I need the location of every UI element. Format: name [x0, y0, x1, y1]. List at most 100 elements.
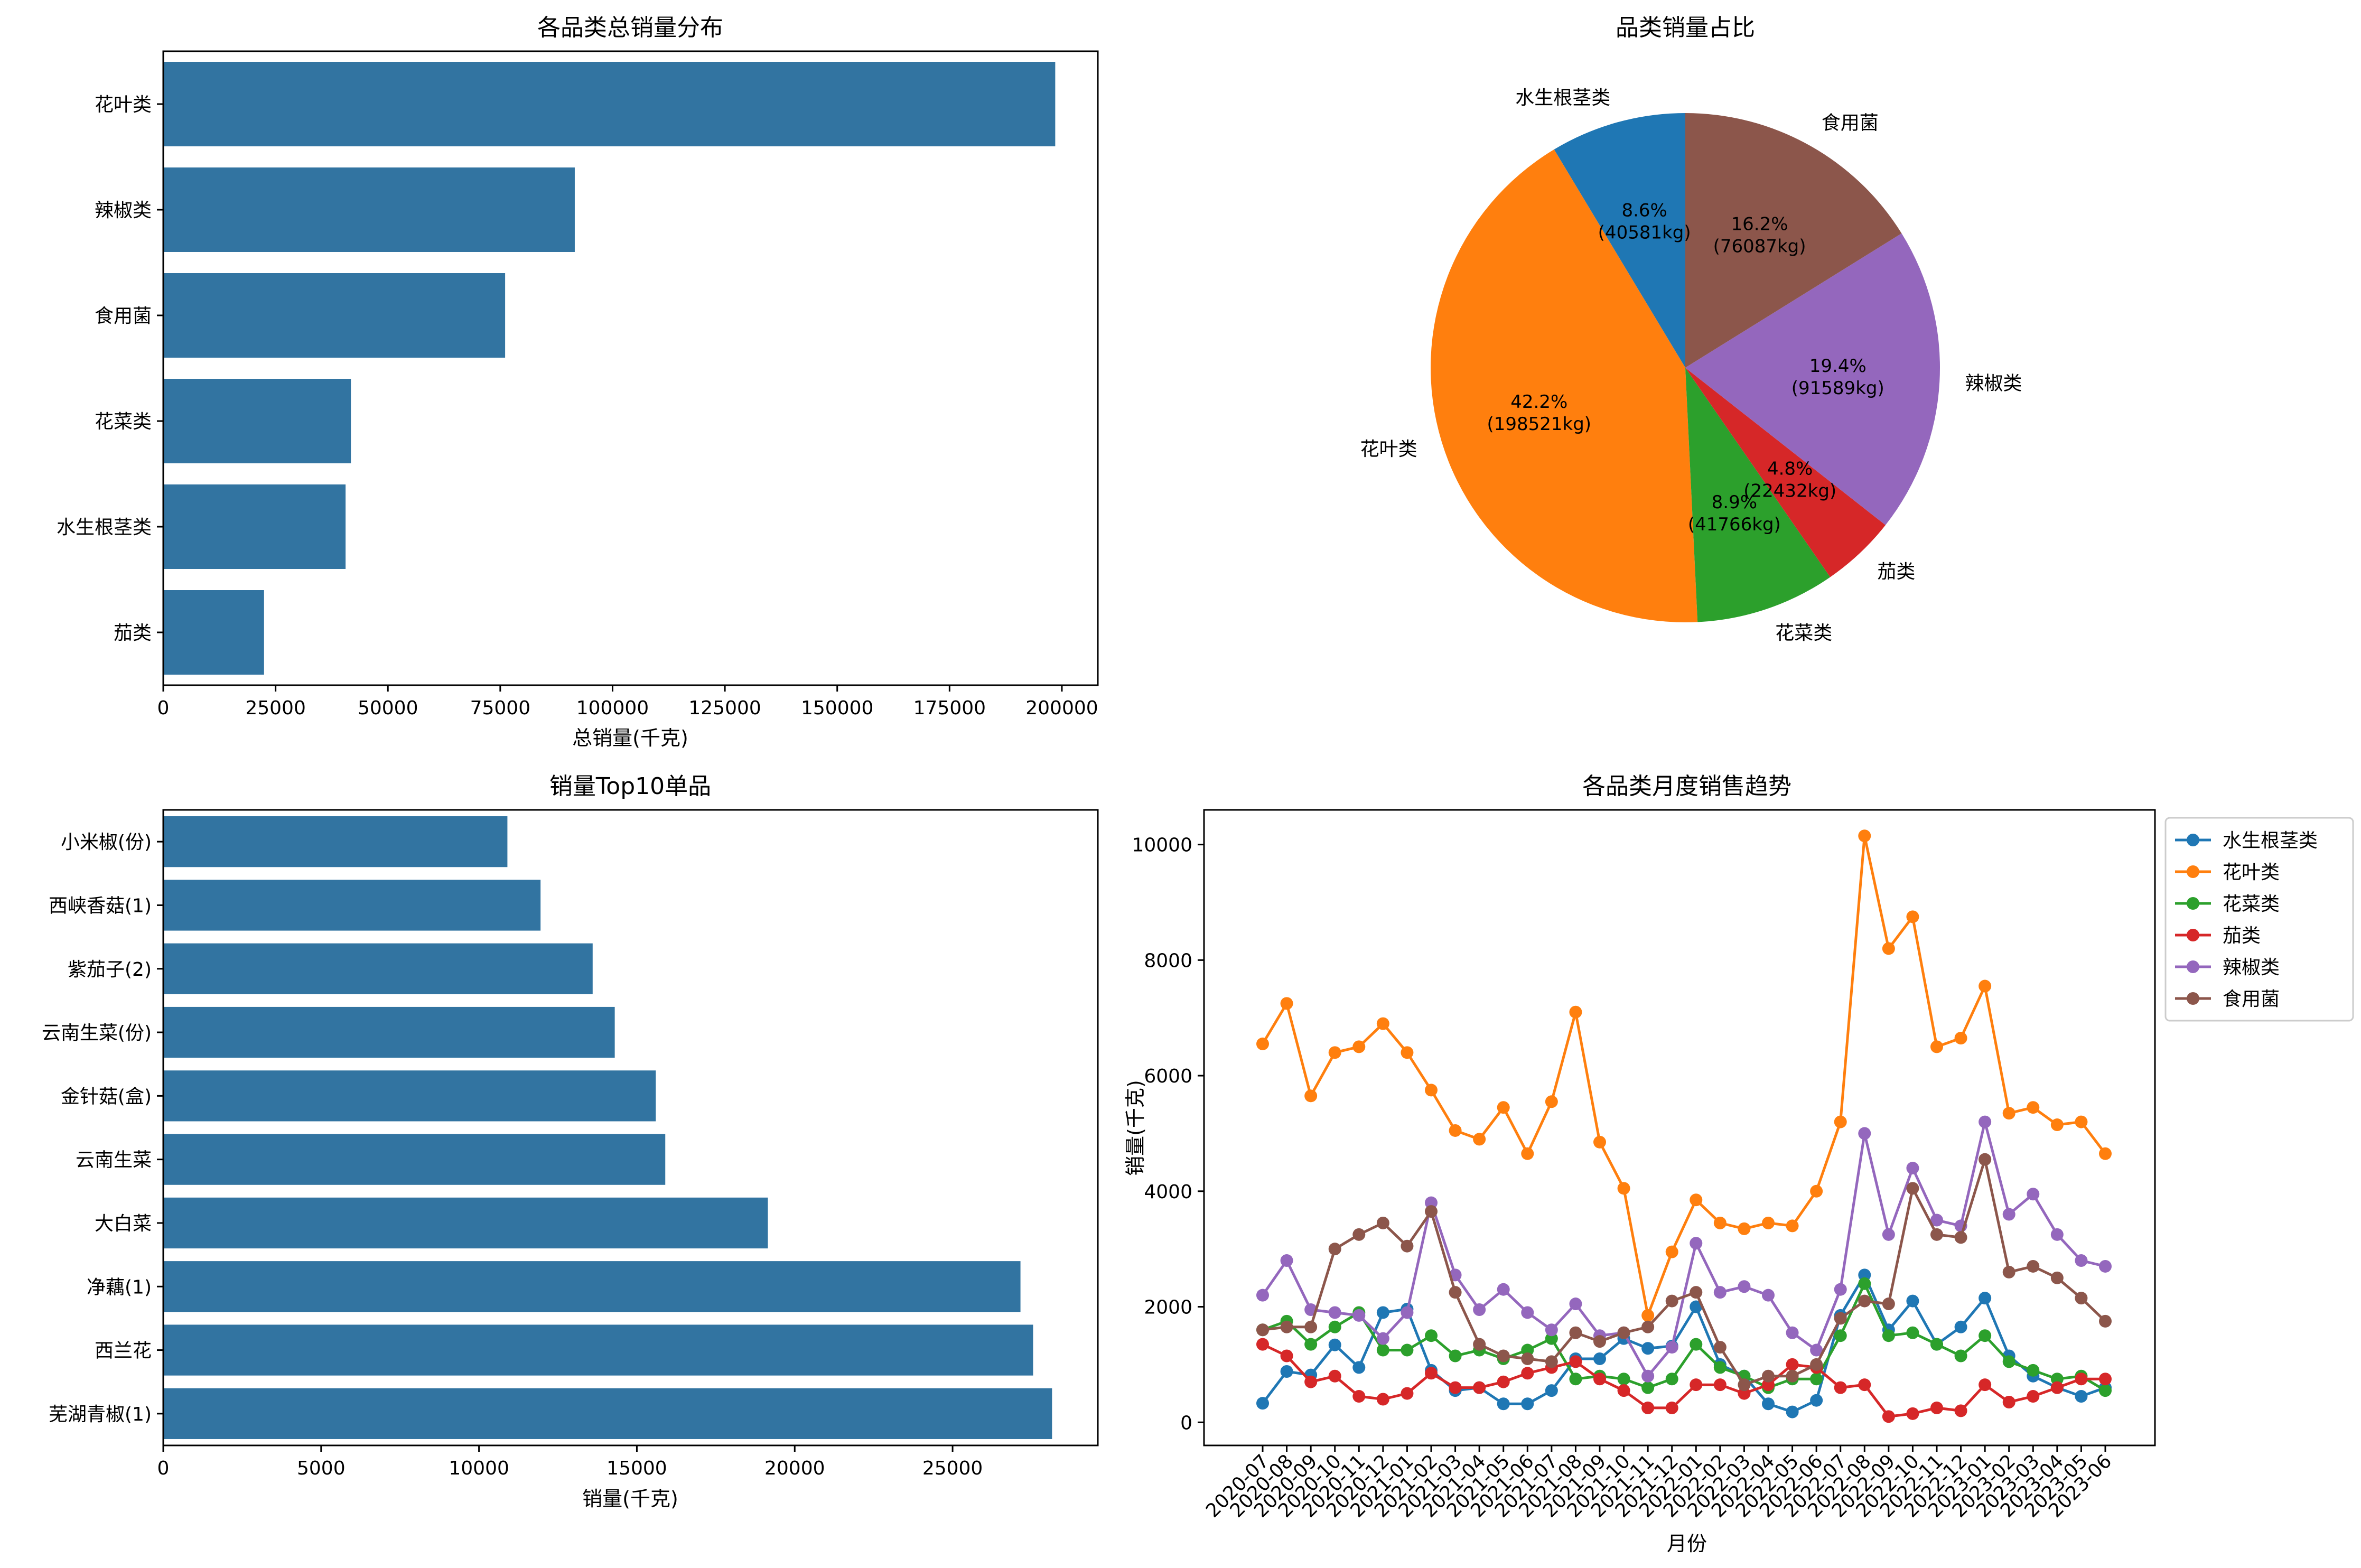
data-point: [1352, 1228, 1366, 1241]
data-point: [1545, 1384, 1558, 1397]
data-point: [1906, 1407, 1919, 1420]
legend-item: 茄类: [2175, 925, 2261, 947]
bar: [163, 1006, 615, 1058]
data-point: [2050, 1373, 2064, 1386]
pie-slice: [1685, 233, 1940, 525]
data-point: [1425, 1367, 1438, 1380]
data-point: [1521, 1367, 1534, 1380]
data-point: [1786, 1219, 1799, 1233]
y-tick-label: 西兰花: [95, 1340, 152, 1362]
pie-slice: [1685, 368, 1886, 577]
x-axis-label: 总销量(千克): [572, 726, 688, 750]
data-point: [1352, 1390, 1366, 1403]
data-point: [1882, 942, 1895, 955]
data-point: [1762, 1378, 1775, 1392]
legend-marker: [2187, 960, 2199, 973]
data-point: [1280, 1254, 1293, 1267]
data-point: [2050, 1118, 2064, 1132]
pie-percent-label: 8.6%: [1621, 200, 1667, 221]
data-point: [1979, 1115, 1992, 1128]
data-point: [1256, 1323, 1269, 1337]
x-tick-label: 150000: [801, 697, 873, 719]
y-tick-label: 4000: [1144, 1181, 1192, 1203]
bar: [163, 62, 1056, 146]
data-point: [2002, 1208, 2015, 1221]
pie-slice: [1430, 149, 1698, 623]
pie-value-label: (41766kg): [1688, 514, 1781, 535]
data-point: [1665, 1245, 1678, 1258]
data-point: [1376, 1216, 1389, 1229]
data-point: [2002, 1265, 2015, 1278]
data-point: [1786, 1358, 1799, 1371]
y-tick-label: 紫茄子(2): [68, 959, 152, 981]
pie-slice-label: 茄类: [1877, 561, 1915, 583]
data-point: [1593, 1352, 1606, 1365]
data-point: [1979, 1329, 1992, 1342]
data-point: [1690, 1286, 1703, 1299]
data-point: [1641, 1342, 1655, 1355]
data-point: [1593, 1335, 1606, 1348]
data-point: [1906, 910, 1919, 923]
series-path: [1261, 835, 2106, 1321]
data-point: [1545, 1332, 1558, 1345]
data-point: [1690, 1338, 1703, 1351]
data-point: [1569, 1373, 1582, 1386]
data-point: [2099, 1259, 2112, 1273]
bar: [163, 590, 264, 675]
data-point: [1641, 1401, 1655, 1414]
data-point: [1376, 1393, 1389, 1406]
legend-item: 食用菌: [2175, 988, 2280, 1010]
data-point: [1665, 1294, 1678, 1308]
y-tick-label: 大白菜: [95, 1213, 152, 1235]
data-point: [1858, 1294, 1871, 1308]
legend-marker: [2187, 929, 2199, 941]
data-point: [1690, 1378, 1703, 1392]
data-point: [1401, 1387, 1414, 1400]
data-point: [1328, 1369, 1341, 1383]
pie-value-label: (40581kg): [1598, 222, 1691, 243]
data-point: [1738, 1378, 1751, 1392]
data-point: [1401, 1239, 1414, 1253]
y-tick-label: 茄类: [114, 622, 152, 644]
bar: [163, 167, 575, 252]
data-point: [2099, 1314, 2112, 1328]
pie-slice-label: 食用菌: [1822, 113, 1879, 134]
data-point: [1858, 1378, 1871, 1392]
data-point: [1304, 1375, 1318, 1388]
data-point: [1762, 1289, 1775, 1302]
data-point: [1882, 1228, 1895, 1241]
series-line: [1256, 829, 2112, 1322]
series-line: [1256, 1338, 2112, 1423]
data-point: [1762, 1397, 1775, 1411]
pie-slice-label: 花菜类: [1775, 622, 1832, 644]
data-point: [1376, 1343, 1389, 1357]
legend-marker: [2187, 834, 2199, 846]
top10-items-bar-chart: 销量Top10单品 小米椒(份) 西峡香菇(1) 紫茄子(2) 云南生菜(份) 金针菇(…: [42, 773, 1099, 1510]
data-point: [1569, 1355, 1582, 1368]
data-point: [1352, 1040, 1366, 1053]
pie-slice-label: 水生根茎类: [1515, 87, 1610, 109]
data-point: [1810, 1343, 1823, 1357]
bar: [163, 273, 506, 358]
bar: [163, 1070, 656, 1122]
data-point: [1954, 1031, 1967, 1044]
x-tick-label: 175000: [913, 697, 986, 719]
data-point: [1858, 1268, 1871, 1282]
data-point: [1930, 1040, 1943, 1053]
bar: [163, 1261, 1021, 1312]
pie-slice: [1685, 368, 1831, 622]
data-point: [1425, 1196, 1438, 1209]
data-point: [1906, 1294, 1919, 1308]
data-point: [2050, 1271, 2064, 1284]
x-tick-label: 20000: [764, 1458, 825, 1479]
data-point: [1497, 1375, 1510, 1388]
x-tick-label: 25000: [922, 1458, 983, 1479]
data-point: [1256, 1338, 1269, 1351]
data-point: [1617, 1373, 1630, 1386]
data-point: [1738, 1222, 1751, 1235]
data-point: [1834, 1329, 1847, 1342]
legend-item: 花叶类: [2175, 862, 2280, 883]
data-point: [2002, 1395, 2015, 1408]
y-tick-label: 10000: [1132, 835, 1192, 856]
data-point: [1906, 1326, 1919, 1339]
